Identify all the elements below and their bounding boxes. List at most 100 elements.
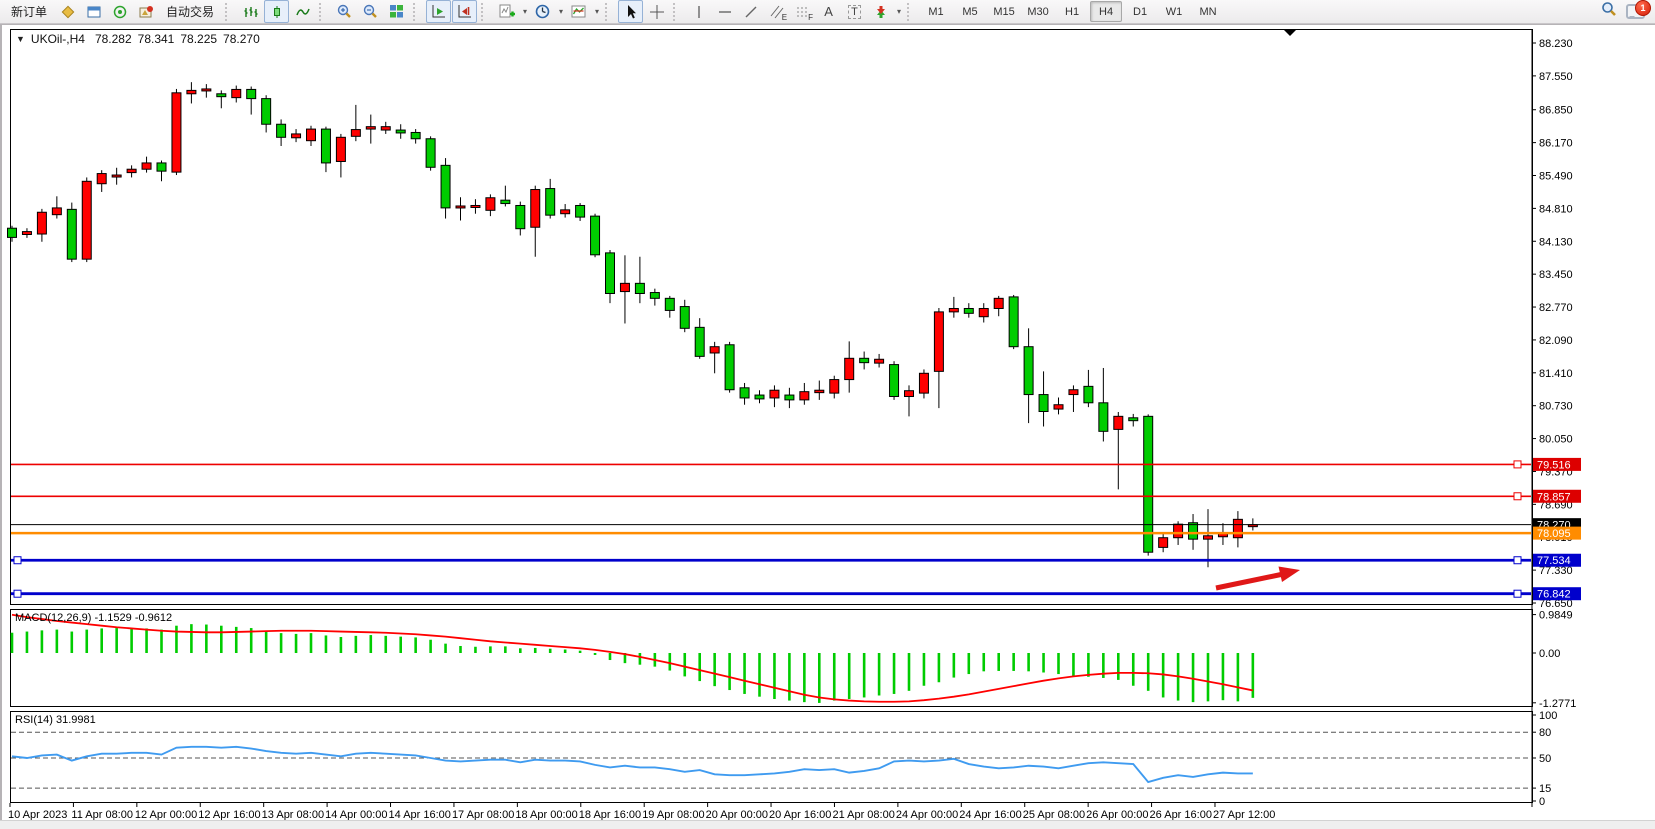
equidistant-channel-tool-icon[interactable]: E (764, 0, 789, 23)
candlestick (335, 133, 346, 178)
candlestick (575, 203, 586, 221)
candlestick (81, 177, 92, 263)
candle-body (1173, 523, 1184, 539)
label-tool-label: T (848, 4, 861, 19)
candlestick-chart-type-icon[interactable] (264, 0, 290, 23)
timeframe-mn-button[interactable]: MN (1199, 5, 1217, 18)
candle-body (784, 394, 795, 401)
chart-window-icon[interactable] (81, 0, 106, 23)
line-handle[interactable] (1513, 492, 1522, 501)
price-tick-label: 84.810 (1539, 203, 1573, 215)
macd-pane-border[interactable] (10, 609, 1533, 707)
time-axis-label: 20 Apr 00:00 (706, 809, 768, 821)
arrow-annotation-head[interactable] (1278, 566, 1301, 583)
price-tick-label: 76.650 (1539, 598, 1573, 610)
line-handle[interactable] (1513, 460, 1522, 469)
timeframe-w1-button[interactable]: W1 (1165, 5, 1183, 18)
candlestick (141, 156, 152, 173)
horizontal-line-tool-icon[interactable] (712, 0, 737, 23)
arrow-annotation-shaft[interactable] (1215, 572, 1282, 591)
search-icon[interactable] (1600, 0, 1618, 23)
chart-symbol-header[interactable]: ▼ UKOil-,H4 78.282 78.341 78.225 78.270 (16, 32, 260, 46)
cursor-tool-icon[interactable] (618, 0, 644, 23)
zoom-out-icon[interactable] (358, 0, 383, 23)
timeframe-d1-button[interactable]: D1 (1133, 5, 1148, 18)
crosshair-tool-icon[interactable] (644, 0, 669, 23)
candle-body (993, 297, 1004, 309)
candle-body (96, 173, 107, 185)
ohlc-low: 78.225 (180, 32, 218, 46)
fibonacci-tool-icon[interactable]: F (790, 0, 815, 23)
dropdown-caret[interactable]: ▾ (897, 7, 902, 16)
price-badge-label: 78.857 (1537, 491, 1571, 503)
candlestick (1098, 367, 1109, 442)
gold-diamond-icon[interactable] (55, 0, 80, 23)
dropdown-caret[interactable]: ▾ (559, 7, 564, 16)
auto-trading-button[interactable]: 自动交易 (166, 5, 215, 19)
notification-badge: 1 (1635, 0, 1651, 16)
line-handle[interactable] (1513, 556, 1522, 565)
candlestick (276, 119, 287, 147)
candlestick (739, 382, 750, 405)
candlestick (948, 296, 959, 318)
candle-body (918, 372, 929, 394)
one-click-trading-arrow-icon[interactable]: ▼ (16, 34, 25, 44)
text-tool-icon[interactable]: A (816, 0, 841, 23)
price-badge (1533, 526, 1581, 540)
timeframe-m30-button[interactable]: M30 (1027, 5, 1049, 18)
candlestick (216, 90, 227, 109)
toolbar-grip (605, 2, 613, 21)
timeframe-m15-button[interactable]: M15 (993, 5, 1015, 18)
line-handle[interactable] (13, 589, 22, 598)
timeframe-m5-button[interactable]: M5 (962, 5, 978, 18)
line-handle[interactable] (1513, 589, 1522, 598)
timeframe-m1-button[interactable]: M1 (928, 5, 944, 18)
line-handle[interactable] (13, 556, 22, 565)
templates-icon[interactable] (566, 0, 591, 23)
arrows-tool-icon[interactable] (868, 0, 893, 23)
bar-chart-type-icon[interactable] (238, 0, 263, 23)
candlestick (96, 170, 107, 192)
zoom-in-icon[interactable] (332, 0, 357, 23)
price-badge-label: 79.516 (1537, 459, 1571, 471)
dropdown-caret[interactable]: ▾ (595, 7, 600, 16)
periods-clock-icon[interactable] (530, 0, 555, 23)
candle-body (560, 209, 571, 215)
chart-shift-icon[interactable] (452, 0, 478, 23)
expert-advisors-icon[interactable] (133, 0, 158, 23)
indicators-icon[interactable] (494, 0, 519, 23)
vertical-line-tool-icon[interactable] (686, 0, 711, 23)
green-signal-icon[interactable] (107, 0, 132, 23)
chart-canvas[interactable]: 88.230 87.550 86.850 86.170 85.490 84.810 84.1… (2, 25, 1655, 821)
candle-body (21, 231, 32, 236)
chart-window[interactable]: 88.230 87.550 86.850 86.170 85.490 84.810 84.1… (0, 24, 1655, 821)
tile-windows-icon[interactable] (384, 0, 409, 23)
candlestick (993, 295, 1004, 317)
trendline-tool-icon[interactable] (738, 0, 763, 23)
auto-scroll-icon[interactable] (426, 0, 452, 23)
timeframe-h1-button[interactable]: H1 (1065, 5, 1080, 18)
rsi-pane-border[interactable] (10, 711, 1533, 803)
time-axis-label: 20 Apr 16:00 (769, 809, 831, 821)
candle-body (859, 357, 870, 364)
candle-body (1232, 518, 1243, 539)
horizontal-scrollbar[interactable] (0, 820, 1655, 829)
candle-body (111, 174, 122, 178)
notifications-icon[interactable]: 1 (1626, 0, 1651, 19)
price-tick-label: 86.170 (1539, 138, 1573, 150)
candle-body (7, 227, 17, 238)
text-label-tool-icon[interactable]: T (842, 0, 867, 23)
symbol-period-label: UKOil-,H4 (30, 32, 85, 46)
macd-axis-label: 0.00 (1539, 648, 1560, 660)
candle-body (171, 92, 182, 173)
new-order-button[interactable]: 新订单 (11, 5, 48, 19)
candle-body (186, 89, 197, 95)
line-chart-type-icon[interactable] (290, 0, 315, 23)
candle-body (1083, 385, 1094, 404)
price-badge (1533, 553, 1581, 567)
candlestick (619, 255, 630, 324)
chart-shift-marker[interactable] (1284, 30, 1296, 36)
timeframe-h4-button[interactable]: H4 (1090, 1, 1123, 22)
price-tick-label: 80.050 (1539, 434, 1573, 446)
dropdown-caret[interactable]: ▾ (523, 7, 528, 16)
